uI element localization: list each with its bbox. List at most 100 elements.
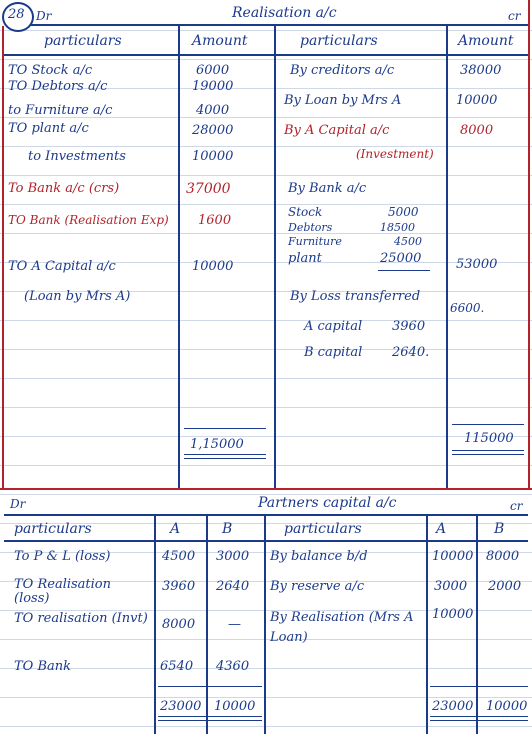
realisation-bank-breakup-amount: 4500 [394,235,422,248]
realisation-left-label: TO Debtors a/c [8,79,108,94]
capital-header-a-left: A [170,521,181,537]
realisation-left-amount: 19000 [192,79,234,94]
realisation-left-border [2,26,4,490]
realisation-left-label: (Loan by Mrs A) [24,289,131,304]
realisation-left-amount: 1600 [198,213,232,228]
realisation-left-label: To Bank a/c (crs) [8,181,120,196]
capital-right-b: 2000 [488,579,522,594]
realisation-left-label: TO A Capital a/c [8,259,116,274]
capital-header-particulars-right: particulars [284,521,362,537]
realisation-loss-split-amount: 2640. [392,345,430,360]
realisation-left-amount: 10000 [192,259,234,274]
capital-right-label: By Realisation (Mrs A Loan) [270,610,414,645]
realisation-bank-breakup-label: Furniture [288,235,342,248]
capital-left-label: TO realisation (Invt) [14,611,148,626]
realisation-right-label: By A Capital a/c [284,123,390,138]
realisation-loss-split-label: A capital [304,319,363,334]
capital-title: Partners capital a/c [258,495,397,511]
realisation-loss-label: By Loss transferred [290,289,421,304]
realisation-header-rule [2,54,530,56]
capital-total-left-rule-2 [158,720,262,721]
realisation-dr-label: Dr [36,9,52,23]
capital-left-a: 8000 [162,617,196,632]
capital-left-a: 4500 [162,549,196,564]
realisation-title: Realisation a/c [232,5,337,21]
realisation-total-left-rule-1 [184,454,266,455]
realisation-left-label: TO Stock a/c [8,63,93,78]
capital-left-b: 2640 [216,579,250,594]
capital-left-b: — [228,617,241,632]
capital-total-left-b: 10000 [214,699,256,714]
realisation-bank-breakup-amount: 25000 [380,251,422,266]
realisation-left-amount: 37000 [186,181,231,197]
realisation-left-amount: 10000 [192,149,234,164]
realisation-total-left-rule-2 [184,458,266,459]
realisation-left-amount: 4000 [196,103,230,118]
capital-total-right-b: 10000 [486,699,528,714]
realisation-loss-split-amount: 3960 [392,319,426,334]
capital-right-a: 10000 [432,607,474,622]
realisation-right-label: By Bank a/c [288,181,367,196]
realisation-total-right-rule-2 [452,454,524,455]
realisation-right-label: By creditors a/c [290,63,395,78]
capital-left-a: 3960 [162,579,196,594]
realisation-cr-label: cr [508,9,521,23]
realisation-bank-breakup-underline [378,270,430,271]
capital-header-rule [4,540,528,542]
capital-left-label: To P & L (loss) [14,549,111,564]
realisation-loss-split-label: B capital [304,345,363,360]
realisation-left-label: to Furniture a/c [8,103,113,118]
realisation-right-border [528,0,530,490]
capital-right-label: By reserve a/c [270,579,365,594]
realisation-total-right-rule-1 [452,450,524,451]
capital-divider-3 [264,516,266,734]
realisation-bank-breakup-amount: 5000 [388,205,419,219]
capital-right-b: 8000 [486,549,520,564]
capital-left-label: TO Realisation (loss) [14,577,112,606]
capital-header-particulars-left: particulars [14,521,92,537]
capital-header-a-right: A [436,521,447,537]
realisation-divider-1 [178,26,180,490]
realisation-right-label: (Investment) [356,147,434,161]
capital-left-label: TO Bank [14,659,72,674]
capital-left-a: 6540 [160,659,194,674]
realisation-loss-amount: 6600. [450,301,485,315]
realisation-bank-breakup-label: Debtors [288,221,333,234]
realisation-bank-breakup-amount: 18500 [380,221,415,234]
realisation-total-right-top-rule [452,424,524,425]
realisation-bank-total: 53000 [456,257,498,272]
capital-total-right-rule-1 [430,716,528,717]
realisation-right-amount: 38000 [460,63,502,78]
realisation-total-left-top-rule [184,428,266,429]
question-number-circle [2,2,34,32]
realisation-total-right: 115000 [464,431,514,446]
realisation-bank-breakup-label: Stock [288,205,323,219]
realisation-divider-3 [446,26,448,490]
capital-divider-1 [154,516,156,734]
capital-divider-5 [476,516,478,734]
capital-right-a: 10000 [432,549,474,564]
section-separator [0,488,532,490]
capital-header-b-right: B [494,521,505,537]
realisation-left-label: TO Bank (Realisation Exp) [8,213,169,227]
realisation-total-left: 1,15000 [190,437,244,452]
realisation-bank-breakup-label: plant [288,251,322,266]
capital-right-a: 3000 [434,579,468,594]
capital-right-label: By balance b/d [270,549,368,564]
realisation-header-particulars-left: particulars [44,33,122,49]
realisation-right-amount: 8000 [460,123,494,138]
capital-total-left-rule-1 [158,716,262,717]
realisation-left-label: to Investments [28,149,126,164]
realisation-header-amount-left: Amount [192,33,248,49]
capital-total-right-a: 23000 [432,699,474,714]
capital-total-left-a: 23000 [160,699,202,714]
capital-divider-2 [206,516,208,734]
realisation-right-label: By Loan by Mrs A [284,93,402,108]
realisation-divider-2 [274,26,276,490]
realisation-title-underline [30,24,530,26]
realisation-header-amount-right: Amount [458,33,514,49]
realisation-right-amount: 10000 [456,93,498,108]
realisation-left-amount: 6000 [196,63,230,78]
capital-left-b: 3000 [216,549,250,564]
